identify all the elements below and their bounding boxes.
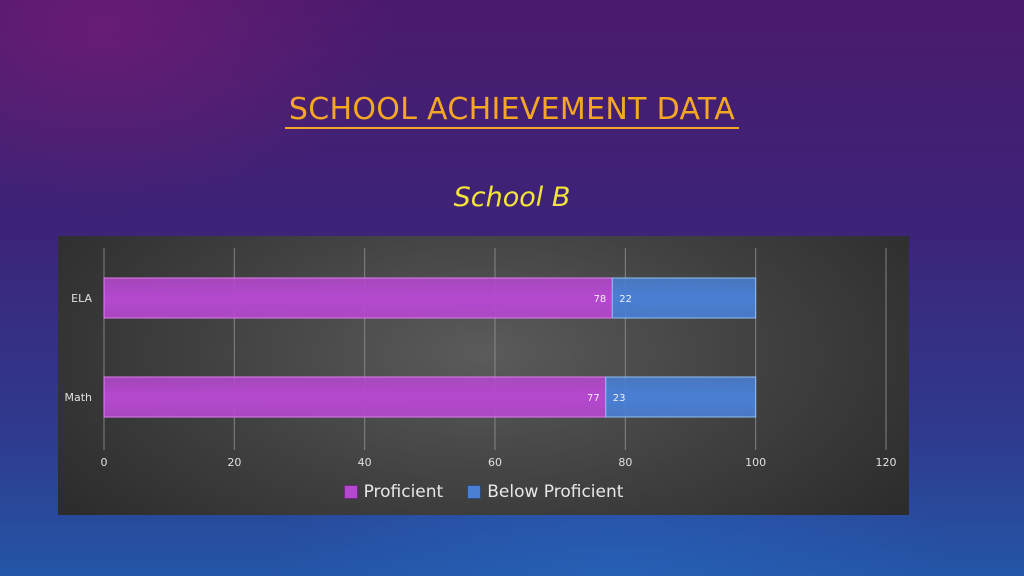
legend-item-below-proficient: Below Proficient	[467, 482, 623, 502]
x-tick-label: 20	[227, 456, 241, 469]
chart-legend: Proficient Below Proficient	[58, 482, 909, 502]
data-label: 23	[613, 393, 626, 404]
bar-ela-proficient	[103, 277, 613, 319]
x-tick-label: 80	[618, 456, 632, 469]
slide-title-text: SCHOOL ACHIEVEMENT DATA	[284, 92, 740, 129]
legend-label-below-proficient: Below Proficient	[487, 482, 624, 502]
bar-math-below-proficient	[605, 376, 757, 418]
chart-area: 0 20 40 60 80 100 120 ELA 78 22 Math 77 23 Proficien…	[58, 236, 909, 515]
slide-subtitle: School B	[453, 182, 571, 213]
x-tick-label: 60	[488, 456, 502, 469]
category-label-math: Math	[64, 391, 92, 404]
x-tick-label: 120	[876, 456, 897, 469]
legend-swatch-proficient	[343, 485, 358, 499]
data-label: 78	[594, 294, 607, 305]
data-label: 77	[587, 393, 600, 404]
legend-swatch-below-proficient	[467, 485, 482, 499]
legend-label-proficient: Proficient	[363, 482, 444, 502]
category-label-ela: ELA	[71, 292, 92, 305]
bar-math-proficient	[103, 376, 607, 418]
data-label: 22	[619, 294, 632, 305]
bar-ela-below-proficient	[611, 277, 757, 319]
slide-title: SCHOOL ACHIEVEMENT DATA	[0, 92, 1024, 129]
x-tick-label: 0	[101, 456, 108, 469]
x-tick-label: 100	[745, 456, 766, 469]
x-tick-label: 40	[358, 456, 372, 469]
bar-chart: 0 20 40 60 80 100 120 ELA 78 22 Math 77 23	[64, 248, 897, 469]
legend-item-proficient: Proficient	[343, 482, 444, 502]
